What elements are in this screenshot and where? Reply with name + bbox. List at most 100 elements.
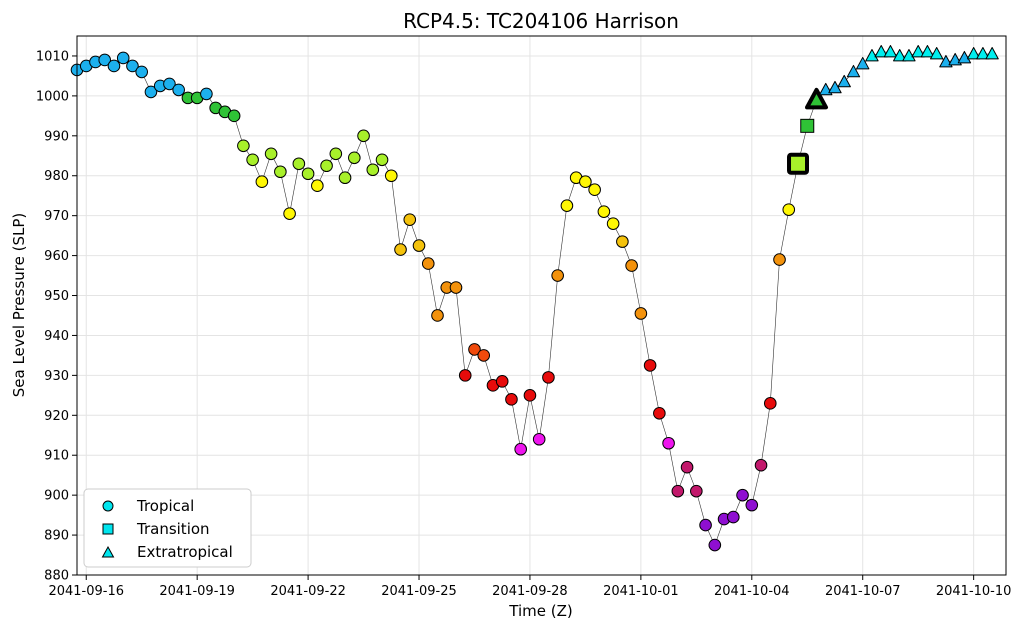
y-tick-label: 910 — [44, 449, 69, 464]
data-point-tropical — [560, 199, 574, 212]
data-point-tropical — [523, 389, 537, 402]
legend-marker-transition — [102, 523, 114, 535]
data-point-extratropical — [920, 44, 935, 58]
data-point-tropical — [763, 397, 777, 410]
x-tick-label: 2041-10-10 — [936, 584, 1012, 599]
data-point-transition — [787, 152, 810, 175]
data-point-tropical — [625, 259, 638, 272]
data-point-extratropical — [837, 74, 851, 88]
data-point-tropical — [616, 235, 629, 248]
data-point-tropical — [301, 167, 315, 181]
data-point-tropical — [449, 281, 463, 294]
y-axis: 880 890 900 910 920 930 940 950 960 970 980 990 1000… — [36, 49, 77, 584]
data-point-tropical — [588, 183, 601, 197]
data-point-tropical — [311, 179, 324, 193]
data-point-tropical — [172, 83, 185, 97]
data-point-tropical — [458, 369, 472, 382]
legend: Tropical Transition Extratropical — [83, 488, 252, 568]
y-tick-label: 900 — [44, 489, 69, 504]
data-point-tropical — [542, 371, 555, 384]
data-point-tropical — [144, 85, 158, 99]
x-tick-label: 2041-10-04 — [714, 584, 790, 599]
data-point-extratropical — [883, 44, 898, 58]
data-point-tropical — [255, 175, 269, 189]
legend-label-transition: Transition — [136, 520, 210, 538]
data-point-tropical — [227, 109, 241, 123]
y-tick-label: 1000 — [36, 89, 69, 104]
data-point-tropical — [329, 147, 343, 161]
y-tick-label: 970 — [44, 209, 69, 224]
y-tick-label: 1010 — [36, 49, 69, 64]
data-point-tropical — [736, 488, 749, 502]
data-points — [70, 44, 999, 552]
data-point-tropical — [532, 432, 546, 446]
x-tick-label: 2041-10-07 — [825, 584, 901, 599]
x-tick-label: 2041-09-22 — [270, 584, 346, 599]
data-point-tropical — [727, 510, 740, 524]
data-point-tropical — [274, 165, 287, 179]
data-point-extratropical — [976, 46, 990, 60]
data-point-tropical — [375, 153, 389, 167]
data-point-tropical — [690, 484, 703, 498]
data-point-extratropical — [805, 87, 829, 110]
data-point-tropical — [107, 59, 121, 73]
data-point-tropical — [246, 153, 259, 167]
data-point-tropical — [348, 151, 361, 165]
data-point-tropical — [662, 436, 675, 450]
data-point-tropical — [292, 157, 306, 171]
data-point-tropical — [200, 87, 213, 101]
y-tick-label: 890 — [44, 529, 69, 544]
data-point-tropical — [431, 309, 444, 322]
chart-title: RCP4.5: TC204106 Harrison — [403, 9, 679, 33]
data-point-tropical — [680, 460, 694, 474]
data-point-tropical — [237, 139, 250, 153]
x-axis: 2041-09-16 2041-09-19 2041-09-22 2041-09-25… — [48, 575, 1011, 599]
data-point-tropical — [754, 458, 768, 472]
y-tick-label: 950 — [44, 289, 69, 304]
x-tick-label: 2041-09-25 — [381, 584, 457, 599]
x-tick-label: 2041-10-01 — [603, 584, 679, 599]
legend-label-tropical: Tropical — [136, 497, 194, 515]
data-point-extratropical — [929, 46, 944, 60]
data-point-tropical — [477, 349, 491, 362]
legend-marker-tropical — [102, 500, 114, 512]
x-tick-label: 2041-09-19 — [159, 584, 235, 599]
data-point-tropical — [384, 169, 398, 183]
data-point-extratropical — [846, 64, 861, 78]
data-point-extratropical — [874, 44, 888, 58]
data-point-tropical — [782, 203, 796, 216]
data-point-tropical — [634, 307, 648, 320]
y-tick-label: 980 — [44, 169, 69, 184]
data-point-tropical — [394, 243, 407, 256]
data-point-tropical — [366, 163, 380, 177]
data-point-tropical — [579, 175, 592, 189]
data-point-tropical — [421, 257, 435, 270]
data-point-tropical — [163, 77, 176, 91]
data-point-extratropical — [911, 44, 925, 58]
data-point-tropical — [98, 53, 112, 67]
data-point-tropical — [412, 239, 426, 252]
y-tick-label: 960 — [44, 249, 69, 264]
data-point-tropical — [495, 375, 509, 388]
data-point-tropical — [320, 159, 333, 173]
data-point-extratropical — [893, 48, 907, 62]
data-point-tropical — [773, 253, 786, 266]
y-tick-label: 880 — [44, 569, 69, 584]
x-axis-title: Time (Z) — [508, 602, 572, 620]
data-point-tropical — [468, 343, 481, 356]
data-point-extratropical — [957, 50, 972, 64]
data-point-extratropical — [865, 48, 879, 62]
data-point-tropical — [708, 538, 722, 552]
data-point-tropical — [264, 147, 278, 161]
data-point-tropical — [745, 498, 759, 512]
y-tick-label: 930 — [44, 369, 69, 384]
data-point-tropical — [126, 59, 139, 73]
data-point-tropical — [643, 359, 657, 372]
data-point-extratropical — [856, 56, 870, 70]
plot-area — [77, 36, 1006, 575]
data-point-tropical — [135, 65, 149, 79]
data-point-tropical — [116, 51, 130, 65]
data-point-tropical — [514, 442, 528, 456]
data-point-extratropical — [902, 48, 916, 62]
